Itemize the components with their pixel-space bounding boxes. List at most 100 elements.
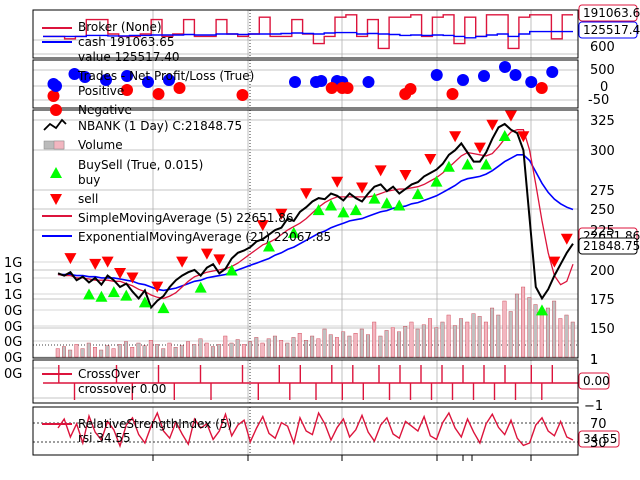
volume-bar: [452, 325, 457, 358]
trade-positive-marker: [142, 76, 154, 88]
buy-marker: [461, 158, 474, 170]
volume-bar: [359, 328, 364, 358]
volume-ytick: 0G: [4, 367, 22, 382]
volume-bar: [74, 344, 79, 358]
volume-bar: [241, 344, 246, 358]
volume-bar: [111, 348, 116, 358]
volume-bar: [539, 314, 544, 358]
price-ytick: 275: [590, 184, 615, 199]
trades-yticks: 500 0 -50: [588, 63, 615, 108]
sell-marker: [374, 165, 387, 177]
sell-marker: [517, 131, 530, 143]
buy-marker: [225, 264, 238, 276]
volume-bar: [409, 321, 414, 358]
volume-bar: [372, 321, 377, 358]
trade-positive-marker: [362, 76, 375, 88]
crossover-legend-title: CrossOver: [78, 367, 140, 381]
volume-bar: [248, 341, 253, 358]
value-callout-box: [578, 21, 638, 39]
trade-positive-marker: [478, 70, 490, 82]
buy-marker: [194, 281, 207, 293]
panel-frame: [32, 9, 579, 59]
volume-bar: [366, 334, 370, 358]
volume-bar: [86, 342, 91, 358]
sell-marker: [176, 256, 189, 268]
volume-bar: [204, 342, 209, 358]
trade-positive-marker: [100, 74, 112, 86]
volume-bar: [272, 335, 277, 358]
buy-legend-label: buy: [78, 173, 100, 187]
volume-bar: [527, 297, 532, 358]
volume-ytick: 1G: [4, 272, 22, 287]
trade-negative-marker: [446, 88, 459, 100]
trade-positive-marker: [121, 70, 133, 82]
volume-bar: [148, 340, 153, 358]
buy-marker: [337, 206, 350, 218]
volume-bar: [384, 330, 389, 358]
volume-bar: [303, 340, 308, 358]
volume-bar: [483, 321, 488, 358]
volume-bar: [477, 316, 482, 358]
price-ytick: 200: [590, 264, 615, 279]
volume-ytick: 1G: [4, 288, 22, 303]
sell-marker: [486, 119, 499, 131]
buy-marker: [95, 290, 108, 302]
volume-bar: [328, 334, 333, 358]
rsi-legend-value: rsi 34.55: [78, 431, 131, 445]
crossover-legend-value: crossover 0.00: [78, 382, 166, 396]
volume-bar: [428, 318, 432, 358]
trade-negative-marker: [404, 83, 417, 95]
broker-legend: Broker (None) cash 191063.65 value 12551…: [42, 20, 179, 64]
rsi-callout: 34.55: [583, 432, 617, 446]
buy-marker: [107, 286, 120, 298]
volume-bar: [533, 304, 538, 358]
sell-marker: [331, 176, 344, 188]
volume-bar: [415, 328, 420, 358]
volume-bar: [490, 307, 495, 358]
volume-bar: [223, 335, 228, 358]
trade-positive-marker: [457, 74, 469, 86]
trades-ytick: 0: [600, 80, 608, 95]
volume-bar: [353, 333, 358, 358]
rsi-ytick: 30: [590, 436, 607, 451]
broker-legend-title: Broker (None): [78, 20, 162, 34]
trade-negative-marker: [236, 89, 249, 101]
volume-ytick: 1G: [4, 256, 22, 271]
volume-bar: [179, 345, 184, 358]
volume-bar: [55, 348, 60, 358]
crossover-yticks: 1 −1: [584, 353, 603, 414]
volume-bar: [521, 286, 526, 358]
buy-marker: [287, 226, 300, 238]
volume-bar: [465, 321, 470, 358]
trade-positive-marker: [546, 66, 559, 78]
rsi-legend: RelativeStrengthIndex (5) rsi 34.55: [42, 417, 232, 445]
buysell-legend-title: BuySell (True, 0.015): [78, 158, 203, 172]
volume-bar: [136, 342, 141, 358]
broker-ytick: 600: [590, 40, 615, 55]
volume-ytick: 0G: [4, 351, 22, 366]
volume-bar: [564, 314, 569, 358]
sell-marker: [89, 258, 102, 270]
legend-marker-sell: [50, 194, 62, 205]
sell-marker: [126, 272, 139, 284]
volume-bar: [260, 342, 265, 358]
buy-marker: [535, 304, 548, 316]
legend-marker-positive: [50, 80, 62, 92]
buy-marker: [83, 288, 96, 300]
volume-bar: [297, 333, 302, 358]
sell-marker: [473, 142, 486, 154]
sell-marker: [101, 256, 114, 268]
volume-bar: [421, 324, 426, 358]
sell-marker: [256, 220, 269, 232]
volume-bar: [124, 341, 128, 358]
sell-legend-label: sell: [78, 192, 98, 206]
sell-marker: [504, 110, 517, 122]
buy-marker: [430, 175, 443, 187]
trade-positive-marker: [499, 61, 511, 73]
volume-bar: [341, 331, 346, 358]
crossover-callout-box: [578, 372, 610, 390]
volume-yticks-left: 1G 1G 1G 0G 0G 0G 0G 0G: [4, 256, 22, 382]
broker-legend-value: value 125517.40: [78, 50, 179, 64]
price-ytick: 1: [590, 353, 598, 368]
crossover-ytick: −1: [584, 399, 603, 414]
